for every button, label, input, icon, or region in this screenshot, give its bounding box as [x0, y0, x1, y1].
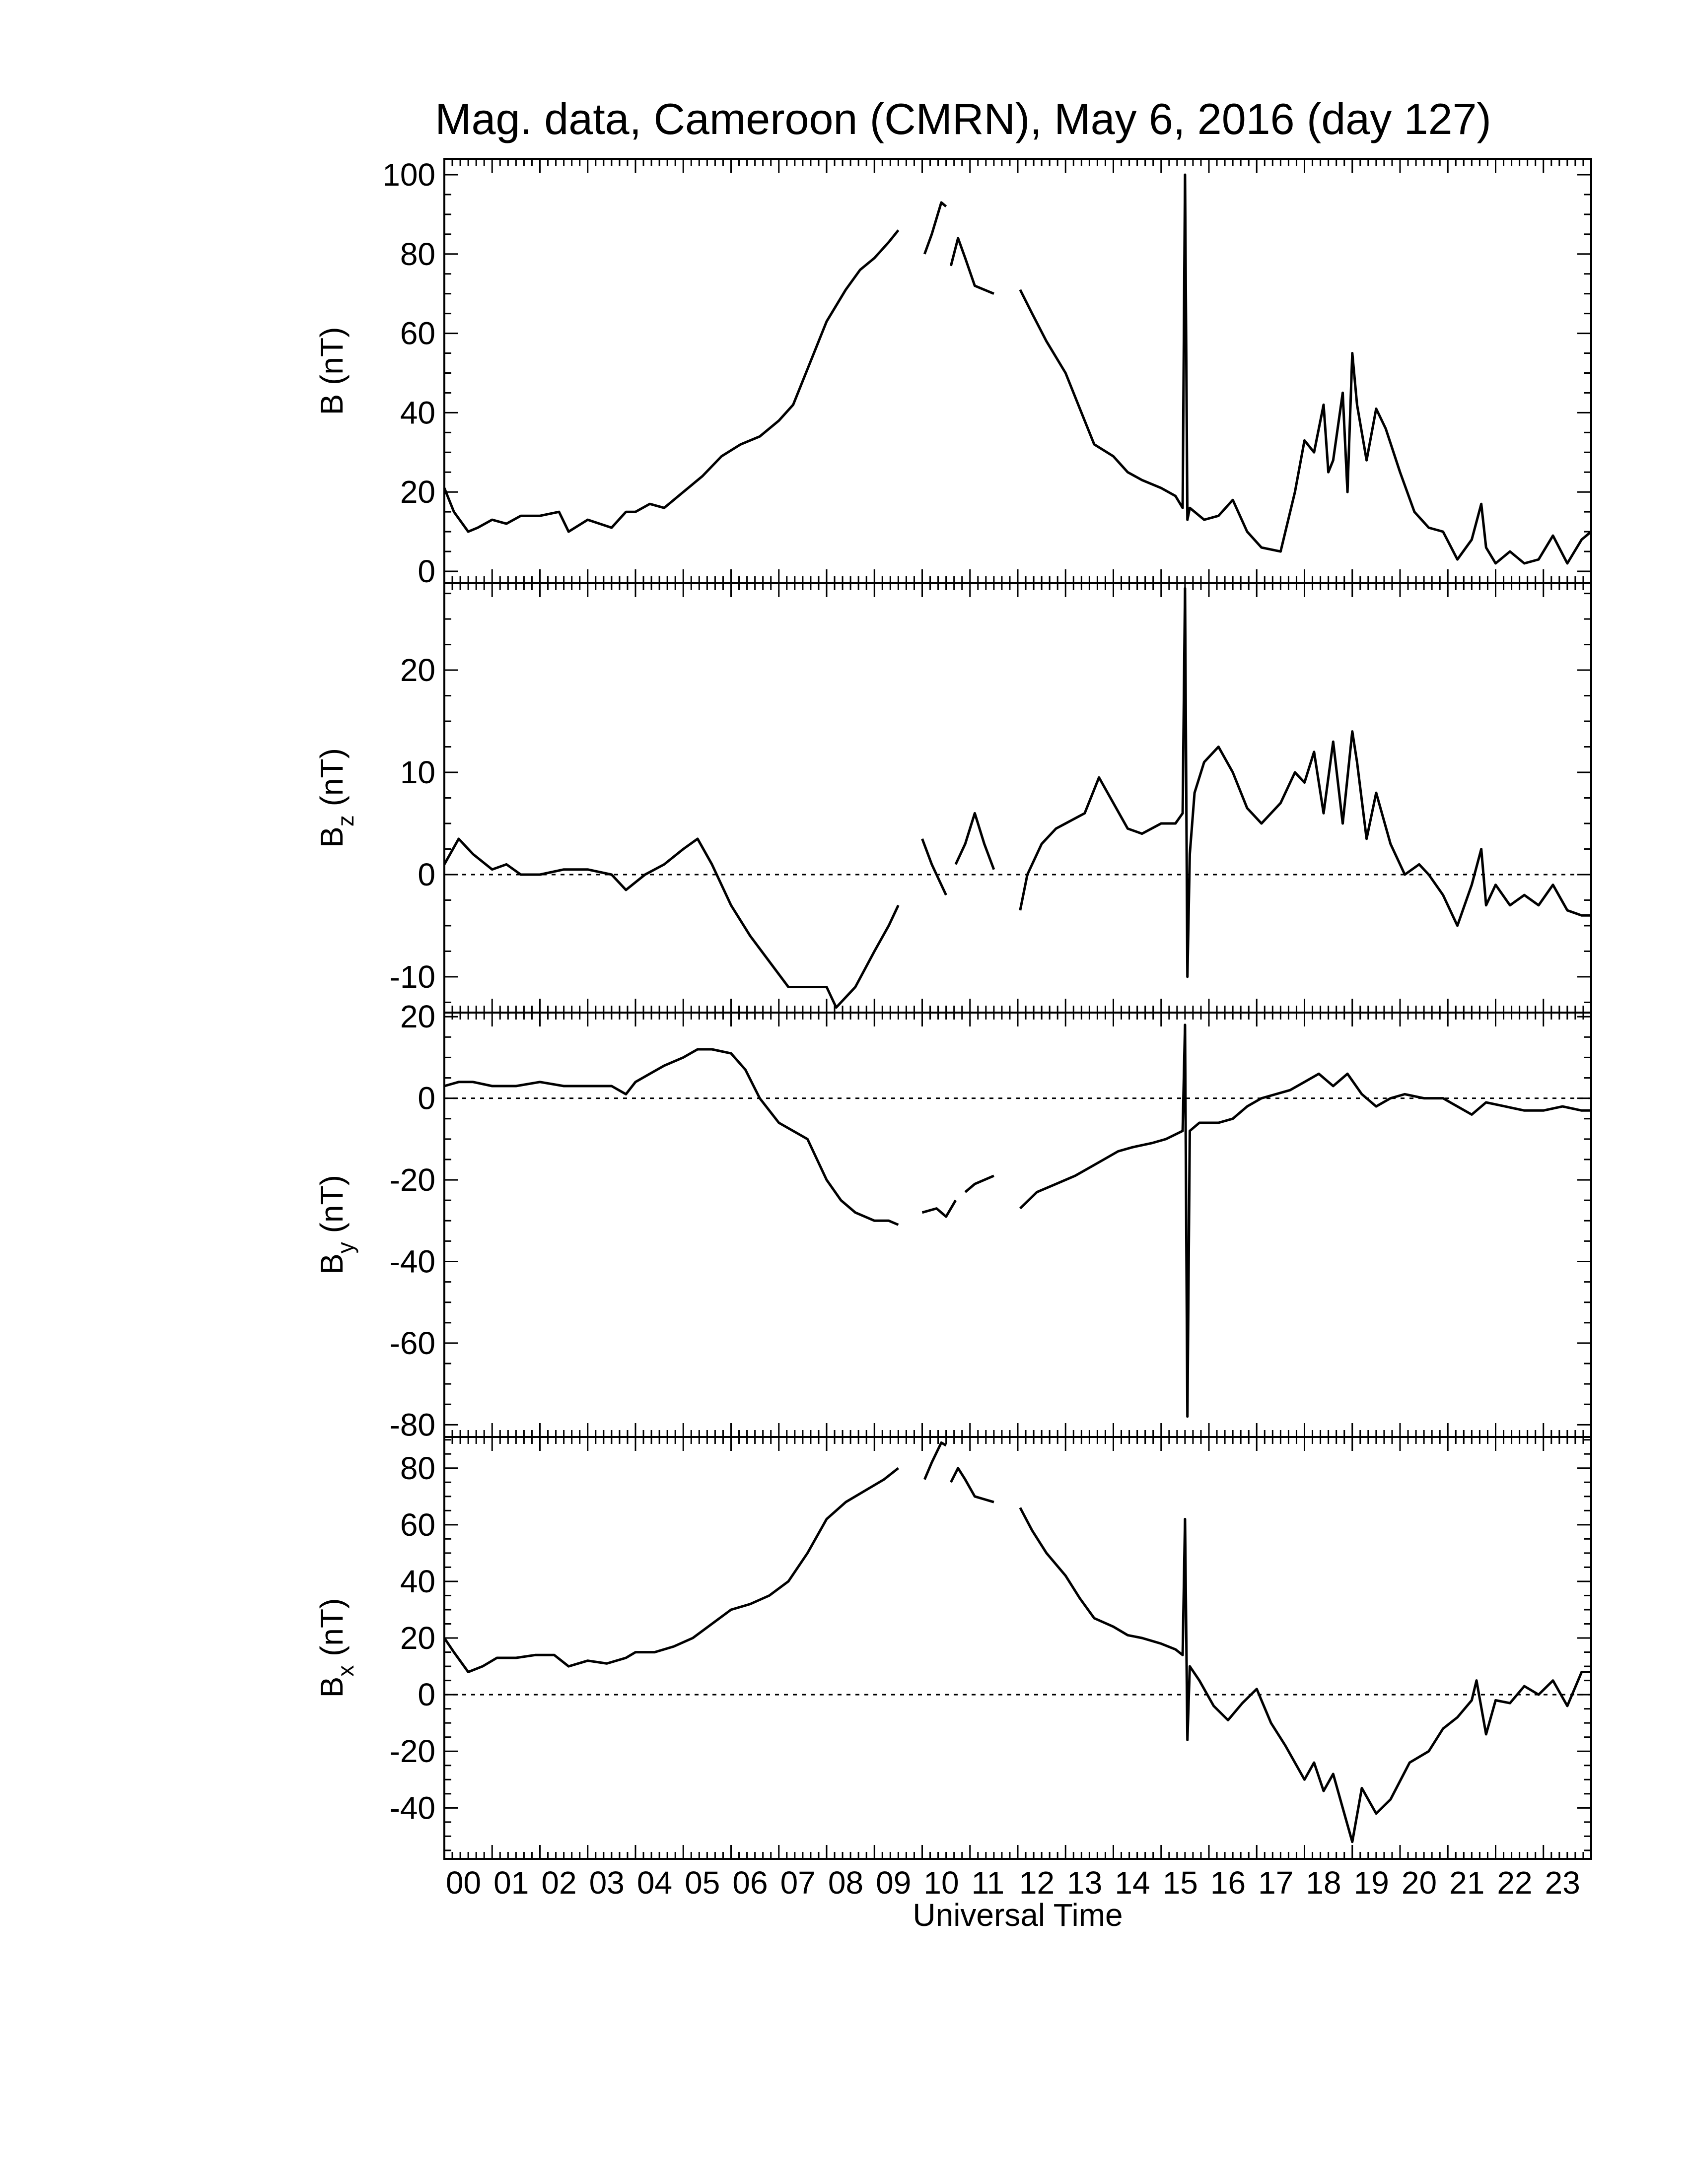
x-tick-label: 11: [972, 1865, 1004, 1901]
y-axis-label: B (nT): [314, 327, 350, 415]
y-axis-label: By (nT): [314, 1175, 358, 1275]
x-tick-label: 06: [732, 1865, 768, 1901]
y-tick-label: 0: [418, 857, 435, 892]
x-tick-label: 05: [685, 1865, 720, 1901]
y-tick-label: 60: [400, 1507, 435, 1543]
x-tick-label: 21: [1449, 1865, 1484, 1901]
x-tick-label: 07: [780, 1865, 816, 1901]
y-tick-label: -10: [390, 959, 436, 995]
y-tick-label: 80: [400, 236, 435, 272]
y-tick-label: -40: [390, 1243, 436, 1279]
series-line-Bx: [443, 1467, 899, 1673]
y-tick-label: 20: [400, 652, 435, 688]
series-line-B: [949, 237, 994, 295]
panel-frame: [443, 158, 1592, 584]
series-line-Bz: [443, 837, 900, 1009]
y-tick-label: 0: [418, 1677, 435, 1712]
x-tick-label: 01: [493, 1865, 529, 1901]
series-line-B: [443, 229, 900, 533]
y-tick-label: 10: [400, 754, 435, 790]
y-axis-label: Bx (nT): [314, 1598, 358, 1698]
panel-frame: [443, 1436, 1592, 1860]
x-tick-label: 19: [1354, 1865, 1389, 1901]
y-tick-label: -60: [390, 1325, 436, 1361]
series-line-Bz: [1019, 587, 1591, 978]
series-line-By: [444, 1048, 899, 1226]
x-axis-label: Universal Time: [913, 1897, 1123, 1933]
y-tick-label: -80: [390, 1407, 436, 1442]
series-line-B: [923, 201, 947, 255]
y-tick-label: -20: [390, 1733, 436, 1769]
x-tick-label: 00: [446, 1865, 481, 1901]
panel-Bz: -10 0 10 20 Bz (nT): [314, 582, 1592, 1014]
x-tick-label: 15: [1163, 1865, 1198, 1901]
series-line-By: [1019, 1024, 1591, 1418]
panel-frame: [443, 582, 1592, 1014]
series-line-Bx: [1019, 1507, 1591, 1843]
series-line-Bz: [954, 812, 995, 870]
x-tick-label: 20: [1402, 1865, 1437, 1901]
y-axis-label: Bz (nT): [314, 748, 358, 848]
x-tick-label: 08: [828, 1865, 863, 1901]
x-tick-labels: 00 01 02 03 04 05 06 07 08 09 10 11 12 13 14 15 16 17 18 19…: [446, 1865, 1580, 1901]
series-line-Bx: [950, 1467, 994, 1503]
x-tick-label: 22: [1497, 1865, 1532, 1901]
series-line-B: [1019, 173, 1592, 565]
panel-Bx: -40 -20 0 20 40 60 80 Bx (nT): [314, 1436, 1592, 1860]
y-tick-label: 100: [382, 157, 435, 193]
x-tick-label: 02: [541, 1865, 576, 1901]
series-line-Bx: [923, 1441, 947, 1480]
x-tick-label: 13: [1067, 1865, 1102, 1901]
y-tick-label: 20: [400, 999, 435, 1034]
x-tick-label: 23: [1545, 1865, 1580, 1901]
y-tick-label: -20: [390, 1162, 436, 1198]
x-tick-label: 12: [1019, 1865, 1055, 1901]
x-tick-label: 16: [1210, 1865, 1246, 1901]
series-line-By: [921, 1199, 957, 1218]
y-tick-label: 20: [400, 1620, 435, 1656]
x-tick-label: 10: [923, 1865, 959, 1901]
x-tick-label: 09: [876, 1865, 911, 1901]
y-tick-label: 0: [418, 1081, 435, 1116]
y-tick-label: 40: [400, 395, 435, 430]
x-tick-label: 14: [1115, 1865, 1150, 1901]
x-tick-label: 18: [1306, 1865, 1341, 1901]
series-line-By: [964, 1174, 994, 1193]
x-tick-label: 04: [637, 1865, 672, 1901]
chart-title: Mag. data, Cameroon (CMRN), May 6, 2016 …: [435, 94, 1491, 143]
x-tick-label: 17: [1258, 1865, 1293, 1901]
panel-B: 0 20 40 60 80 100 B (nT): [314, 157, 1592, 589]
x-tick-label: 03: [589, 1865, 625, 1901]
y-tick-label: 20: [400, 474, 435, 510]
y-tick-label: 60: [400, 316, 435, 351]
series-line-Bz: [921, 838, 947, 896]
panel-By: -80 -60 -40 -20 0 20 By (nT): [314, 999, 1592, 1442]
y-tick-label: 0: [418, 553, 435, 589]
y-tick-label: 80: [400, 1450, 435, 1486]
y-tick-label: 40: [400, 1564, 435, 1599]
panel-frame: [443, 1012, 1592, 1438]
y-tick-label: -40: [390, 1790, 436, 1826]
